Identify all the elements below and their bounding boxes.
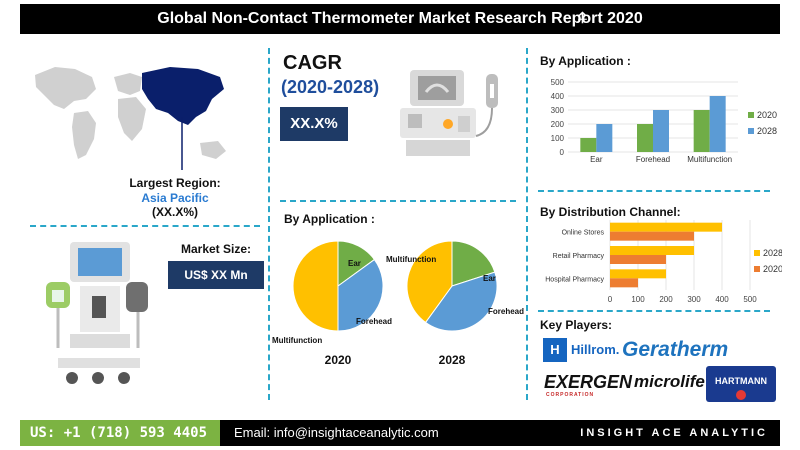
hbar-2028-hospital-pharmacy: [610, 269, 666, 279]
hbar-legend-swatch: [754, 250, 760, 256]
hbar-category-label: Hospital Pharmacy: [545, 276, 604, 283]
cagr-label: CAGR: [283, 52, 342, 74]
pie-2020-label-forehead: Forehead: [356, 317, 392, 326]
pie-2020-label-multifunction: Multifunction: [272, 336, 322, 345]
footer-email[interactable]: Email: info@insightaceanalytic.com: [220, 420, 780, 446]
footer-brand: INSIGHT ACE ANALYTIC: [580, 427, 768, 439]
application-bar-chart: 0 100 200 300 400 500 Ear Forehead Multifunction…: [551, 78, 777, 164]
geratherm-logo: Geratherm: [622, 338, 729, 361]
key-players-title: Key Players:: [540, 318, 613, 332]
market-size-label: Market Size:: [180, 242, 252, 256]
footer-phone[interactable]: US: +1 (718) 593 4405: [20, 420, 220, 446]
bar-ytick-label: 500: [551, 78, 565, 87]
bar-2028-forehead: [653, 110, 669, 152]
pie-section-title: By Application :: [284, 212, 375, 226]
pie-2028-label-forehead: Forehead: [488, 307, 524, 316]
hartmann-logo-text: HARTMANN: [715, 376, 767, 386]
hbar-2028-online-stores: [610, 222, 722, 232]
bar-legend-swatch: [748, 112, 754, 118]
hbar-category-label: Online Stores: [562, 230, 605, 237]
bar-legend-label: 2020: [757, 110, 777, 120]
divider-left-horizontal: [30, 225, 260, 227]
distribution-bar-chart: 0 100 200 300 400 500 Online Stores Retail Phar…: [545, 220, 782, 304]
pie-2020-label-ear: Ear: [348, 259, 361, 268]
ultrasound-machine-illustration: [400, 70, 498, 156]
hbar-2028-retail-pharmacy: [610, 246, 694, 255]
pie-2028-label-ear: Ear: [483, 274, 496, 283]
insight-ace-icon: ⍏: [578, 10, 588, 27]
pie-2028-label-multifunction: Multifunction: [386, 255, 436, 264]
market-size-value: US$ XX Mn: [168, 261, 264, 289]
distribution-section-title: By Distribution Channel:: [540, 205, 681, 219]
bar-section-title: By Application :: [540, 54, 631, 68]
bar-ytick-label: 100: [551, 134, 565, 143]
bar-ytick-label: 300: [551, 106, 565, 115]
hbar-xtick-label: 300: [687, 295, 701, 304]
pie-2028-slice-multifunction: [406, 240, 453, 324]
largest-region-name: Asia Pacific: [141, 191, 209, 205]
bar-2020-multifunction: [693, 110, 710, 152]
application-pie-charts: EarForeheadMultifunction2020EarForeheadM…: [272, 240, 524, 367]
hbar-2020-retail-pharmacy: [610, 255, 666, 264]
bar-xtick-label: Forehead: [636, 155, 670, 164]
hbar-xtick-label: 500: [743, 295, 757, 304]
divider-right: [526, 48, 528, 400]
bar-2020-ear: [580, 138, 597, 152]
pie-title-2020: 2020: [325, 353, 352, 367]
divider-right-horizontal-2: [538, 310, 770, 312]
map-gray-continents: [35, 67, 226, 159]
bar-2020-forehead: [637, 124, 653, 152]
bar-legend-label: 2028: [757, 126, 777, 136]
hartmann-emblem-icon: [736, 390, 746, 400]
exergen-logo: EXERGEN: [544, 372, 633, 392]
divider-center-horizontal: [280, 200, 516, 202]
hbar-legend-swatch: [754, 266, 760, 272]
hbar-2020-hospital-pharmacy: [610, 278, 638, 288]
bar-legend-swatch: [748, 128, 754, 134]
hillrom-logo-text: Hillrom.: [571, 342, 620, 357]
bar-ytick-label: 0: [560, 148, 565, 157]
hillrom-logo: H Hillrom.: [543, 338, 619, 362]
bar-2028-multifunction: [709, 96, 726, 152]
hillrom-icon: H: [543, 338, 567, 362]
hbar-xtick-label: 400: [715, 295, 729, 304]
cagr-years: (2020-2028): [281, 77, 380, 97]
hbar-xtick-label: 100: [631, 295, 645, 304]
pie-2020-slice-forehead: [337, 258, 384, 332]
divider-right-horizontal-1: [538, 190, 770, 192]
bar-xtick-label: Multifunction: [687, 155, 732, 164]
bar-ytick-label: 400: [551, 92, 565, 101]
pie-2028-slice-ear: [451, 240, 496, 287]
hbar-legend-label: 2028: [763, 248, 782, 258]
cagr-value: XX.X%: [280, 107, 348, 141]
pie-2020-slice-multifunction: [292, 240, 339, 332]
largest-region-label: Largest Region:: [129, 176, 221, 190]
bar-ytick-label: 200: [551, 120, 565, 129]
pie-2028-slice-forehead: [424, 271, 498, 332]
world-map: [35, 67, 226, 170]
bar-2028-ear: [596, 124, 613, 152]
hartmann-logo: HARTMANN: [706, 366, 776, 402]
hbar-xtick-label: 0: [608, 295, 613, 304]
divider-left: [268, 48, 270, 400]
hbar-category-label: Retail Pharmacy: [553, 253, 605, 260]
scanner-device-illustration: [46, 242, 148, 384]
hbar-legend-label: 2020: [763, 264, 782, 274]
exergen-logo-subtext: CORPORATION: [546, 392, 595, 398]
bar-xtick-label: Ear: [590, 155, 603, 164]
microlife-logo: microlife: [634, 372, 705, 391]
hbar-xtick-label: 200: [659, 295, 673, 304]
hbar-2020-online-stores: [610, 231, 694, 241]
footer: US: +1 (718) 593 4405 Email: info@insigh…: [0, 414, 800, 450]
pie-title-2028: 2028: [439, 353, 466, 367]
largest-region-value: (XX.X%): [151, 205, 198, 219]
report-title: Global Non-Contact Thermometer Market Re…: [20, 4, 780, 34]
asia-pacific-region: [142, 67, 224, 125]
